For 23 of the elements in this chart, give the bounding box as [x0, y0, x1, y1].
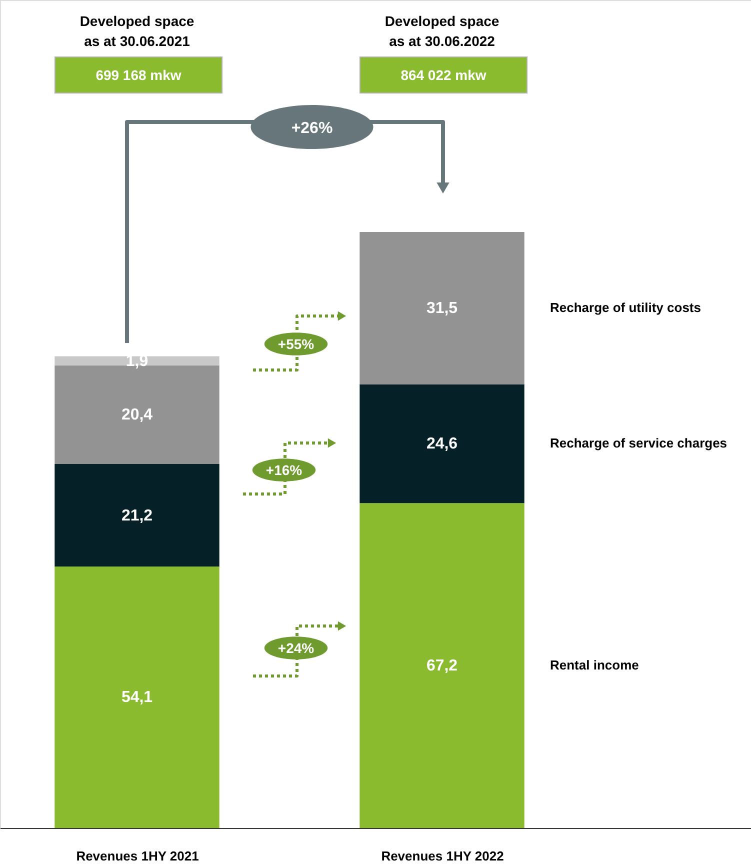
annotation: +24% — [278, 640, 315, 656]
series-label: Recharge of service charges — [550, 436, 728, 451]
data-label: 67,2 — [426, 658, 458, 675]
bar — [54, 464, 220, 566]
x-tick-label: Revenues 1HY 2022 — [381, 848, 504, 864]
x-tick-label: Revenues 1HY 2021 — [76, 848, 199, 864]
data-label: 31,5 — [426, 300, 458, 318]
text: Developed space as at 30.06.2021 — [80, 13, 194, 49]
bar — [360, 384, 524, 504]
annotation: +16% — [266, 462, 303, 478]
series-label: Recharge of utility costs — [550, 300, 701, 316]
data-label: 21,2 — [121, 507, 153, 524]
annotation: +55% — [278, 336, 315, 352]
data-label: 20,4 — [121, 406, 153, 424]
text: 699 168 mkw — [96, 67, 182, 83]
bar — [360, 503, 524, 828]
data-label: 54,1 — [121, 689, 153, 706]
text: 864 022 mkw — [400, 67, 486, 83]
bar — [54, 566, 220, 828]
text: +26% — [291, 120, 333, 137]
series-label: Rental income — [550, 658, 639, 673]
data-label: 24,6 — [426, 436, 458, 453]
text: Developed space as at 30.06.2022 — [384, 13, 500, 49]
